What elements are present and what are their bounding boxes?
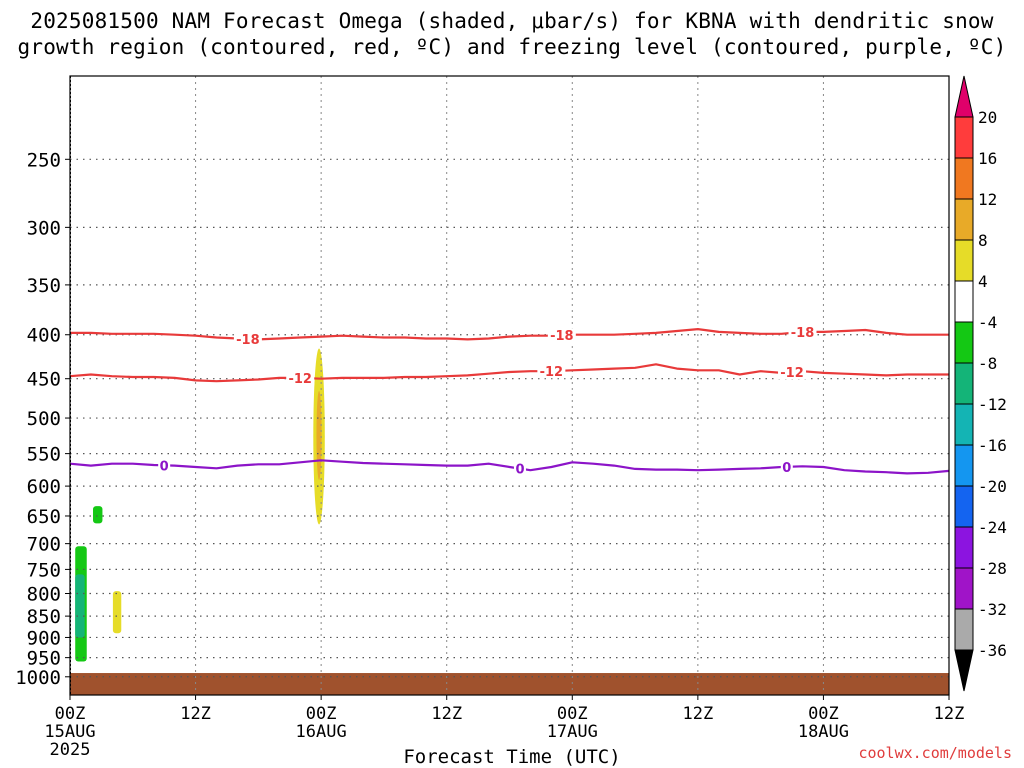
y-tick-label-300: 300 <box>27 217 61 239</box>
colorbar-label-3: 8 <box>978 231 988 250</box>
contour-label-0-1: 0 <box>515 463 524 478</box>
surface-terrain-fill <box>70 673 949 695</box>
colorbar-seg-11 <box>954 567 974 610</box>
contour-line--18 <box>70 328 949 341</box>
x-tick-date-48: 17AUG <box>547 722 598 742</box>
contour-label--18-2: -18 <box>791 326 815 341</box>
contour-label-bg--12-0 <box>286 370 315 385</box>
colorbar-label-10: -24 <box>978 518 1007 537</box>
colorbar-seg-0 <box>954 116 974 159</box>
x-tick-label-24: 00Z <box>306 704 337 724</box>
colorbar-seg-4 <box>954 280 974 323</box>
colorbar-label-11: -28 <box>978 559 1007 578</box>
omega-region-4 <box>93 506 103 524</box>
colorbar-bottom-arrow <box>954 649 974 692</box>
plot-frame <box>69 75 950 696</box>
colorbar-top-arrow <box>954 75 974 118</box>
contour-label-bg-0-1 <box>513 461 526 476</box>
colorbar-label-9: -20 <box>978 477 1007 496</box>
x-tick-label-48: 00Z <box>557 704 588 724</box>
x-tick-label-60: 12Z <box>682 704 713 724</box>
colorbar-seg-2 <box>954 198 974 241</box>
colorbar-label-1: 16 <box>978 149 997 168</box>
colorbar-label-2: 12 <box>978 190 997 209</box>
y-tick-label-500: 500 <box>27 408 61 430</box>
y-tick-label-250: 250 <box>27 149 61 171</box>
colorbar-seg-3 <box>954 239 974 282</box>
colorbar-seg-6 <box>954 362 974 405</box>
y-tick-label-1000: 1000 <box>15 667 61 689</box>
x-tick-date-24: 16AUG <box>296 722 347 742</box>
y-tick-label-650: 650 <box>27 506 61 528</box>
source-credit[interactable]: coolwx.com/models <box>858 744 1012 762</box>
contour-label-bg--18-1 <box>547 328 576 343</box>
contour-label--18-1: -18 <box>550 329 574 344</box>
y-tick-label-550: 550 <box>27 444 61 466</box>
y-tick-label-950: 950 <box>27 648 61 670</box>
chart-title-line-1: 2025081500 NAM Forecast Omega (shaded, μ… <box>30 9 994 33</box>
contour-line--12 <box>69 363 949 383</box>
colorbar-seg-10 <box>954 526 974 569</box>
colorbar-label-6: -8 <box>978 354 997 373</box>
contour-label-0-0: 0 <box>160 459 169 474</box>
contour-label--12-2: -12 <box>780 366 804 381</box>
colorbar-seg-1 <box>954 157 974 200</box>
colorbar-seg-7 <box>954 403 974 446</box>
contour-label--18-0: -18 <box>236 333 260 348</box>
y-tick-label-900: 900 <box>27 627 61 649</box>
contour-label-bg-0-0 <box>158 458 171 473</box>
y-tick-label-450: 450 <box>27 369 61 391</box>
x-tick-label-84: 12Z <box>934 704 965 724</box>
x-tick-label-12: 12Z <box>180 704 211 724</box>
omega-region-5 <box>112 591 122 634</box>
colorbar-label-7: -12 <box>978 395 1007 414</box>
chart-title: 2025081500 NAM Forecast Omega (shaded, μ… <box>0 8 1024 60</box>
colorbar-label-12: -32 <box>978 600 1007 619</box>
colorbar-seg-12 <box>954 608 974 651</box>
y-tick-label-400: 400 <box>27 325 61 347</box>
contour-label-bg--18-0 <box>233 331 262 346</box>
contour-label-0-2: 0 <box>782 461 791 476</box>
colorbar-seg-8 <box>954 444 974 487</box>
x-axis-title: Forecast Time (UTC) <box>403 746 621 768</box>
x-tick-label-0: 00Z <box>55 704 86 724</box>
contour-layer: -18 -18 -18 -12 -12 -12 0 0 0 <box>69 324 950 478</box>
colorbar-label-0: 20 <box>978 108 997 127</box>
x-tick-label-72: 00Z <box>808 704 839 724</box>
contour-label-bg--12-1 <box>537 364 566 379</box>
y-tick-label-700: 700 <box>27 534 61 556</box>
x-tick-label-36: 12Z <box>431 704 462 724</box>
y-tick-label-750: 750 <box>27 559 61 581</box>
contour-label--12-1: -12 <box>540 365 564 380</box>
y-tick-label-350: 350 <box>27 275 61 297</box>
grid-lines <box>70 76 949 695</box>
colorbar-seg-5 <box>954 321 974 364</box>
colorbar-seg-9 <box>954 485 974 528</box>
omega-region-1 <box>316 390 322 480</box>
axes: 2503003504004505005506006507007508008509… <box>15 75 965 760</box>
y-tick-label-850: 850 <box>27 606 61 628</box>
chart-title-line-2: growth region (contoured, red, ºC) and f… <box>17 35 1007 59</box>
colorbar-label-5: -4 <box>978 313 997 332</box>
x-tick-year-0: 2025 <box>50 740 91 760</box>
x-tick-date-72: 18AUG <box>798 722 849 742</box>
colorbar: 20 16 12 8 4 -4 -8 -12 -16 -20 -24 -28 -32 -36 <box>954 75 1007 692</box>
x-tick-date-0: 15AUG <box>44 722 95 742</box>
y-tick-label-800: 800 <box>27 583 61 605</box>
omega-shading-layer <box>75 348 325 662</box>
y-tick-label-600: 600 <box>27 476 61 498</box>
colorbar-label-8: -16 <box>978 436 1007 455</box>
contour-label-bg--18-2 <box>788 324 817 339</box>
contour-label-bg-0-2 <box>780 459 793 474</box>
contour-label-bg--12-2 <box>778 365 807 380</box>
colorbar-label-13: -36 <box>978 641 1007 660</box>
omega-region-3 <box>75 574 85 638</box>
contour-label--12-0: -12 <box>288 372 312 387</box>
contour-line-0 <box>69 459 950 475</box>
colorbar-label-4: 4 <box>978 272 988 291</box>
